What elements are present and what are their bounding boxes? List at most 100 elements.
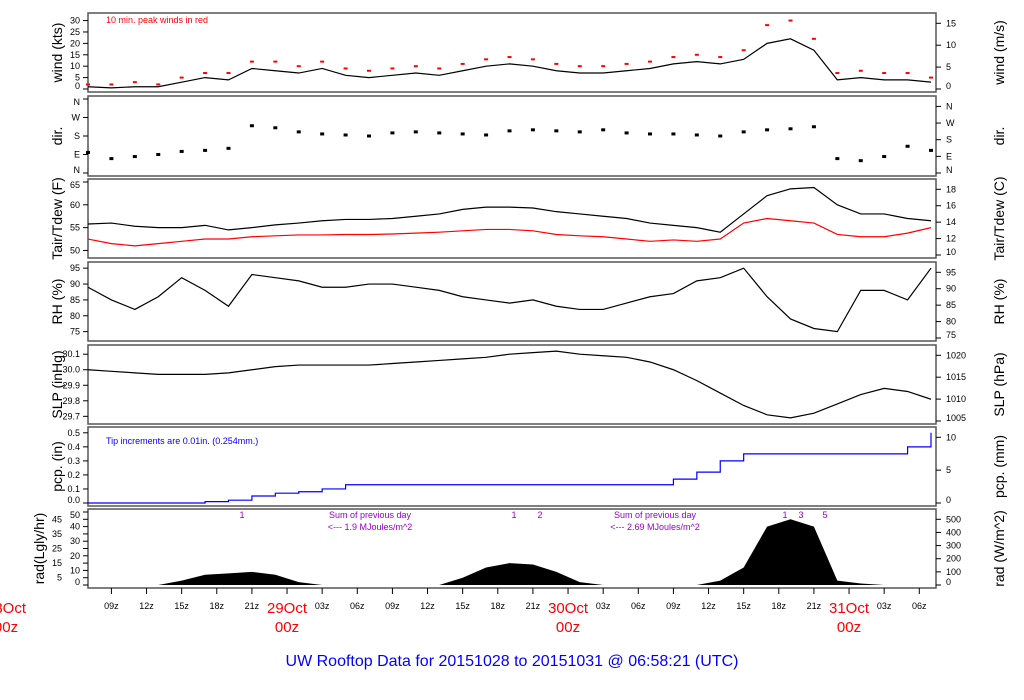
radiation-annotation: <--- 1.9 MJoules/m^2 (328, 522, 413, 532)
y-tick-label: 50 (70, 245, 80, 255)
y-tick-label: 45 (52, 514, 62, 524)
radiation-annotation: Sum of previous day (614, 510, 697, 520)
x-tick-label: 03z (877, 601, 892, 611)
peak-wind-mark (694, 53, 699, 56)
peak-note: 10 min. peak winds in red (106, 15, 208, 25)
y-tick-label: 25 (70, 27, 80, 37)
y-tick-label: 15 (52, 558, 62, 568)
direction-point (858, 159, 863, 163)
panel-frame (87, 95, 937, 177)
peak-wind-mark (905, 72, 910, 75)
direction-point (343, 133, 348, 137)
radiation-annotation: <--- 2.69 MJoules/m^2 (610, 522, 700, 532)
direction-point (132, 155, 137, 159)
y-tick-label-right: 16 (946, 201, 956, 211)
peak-wind-mark (413, 65, 418, 68)
peak-wind-mark (577, 65, 582, 68)
direction-point (788, 127, 793, 131)
direction-point (484, 133, 489, 137)
y-tick-label-right: W (946, 118, 955, 128)
y-axis-label-right: SLP (hPa) (991, 352, 1007, 416)
dewpoint-line (87, 217, 932, 247)
direction-point (320, 132, 325, 136)
y-tick-label-right: 1010 (946, 394, 966, 404)
direction-point (718, 134, 723, 138)
peak-wind-mark (437, 67, 442, 70)
radiation-annotation: 5 (822, 510, 827, 520)
y-tick-label: 30.0 (62, 365, 80, 375)
y-tick-label-right: S (946, 135, 952, 145)
x-tick-label: 06z (631, 601, 646, 611)
peak-wind-mark (390, 67, 395, 70)
rh-line (87, 267, 932, 333)
x-tick-label: 06z (350, 601, 365, 611)
y-axis-label: Tair/Tdew (F) (49, 177, 65, 259)
y-tick-label-right: 18 (946, 184, 956, 194)
peak-wind-mark (367, 69, 371, 72)
peak-wind-mark (765, 24, 770, 27)
radiation-annotation: 2 (537, 510, 542, 520)
direction-point (554, 129, 559, 133)
x-tick-label: 09z (666, 601, 681, 611)
y-tick-label-right: 1005 (946, 413, 966, 423)
day-label-date: 29Oct (267, 600, 308, 617)
y-tick-label: S (74, 131, 80, 141)
y-tick-label: W (72, 113, 81, 123)
peak-wind-mark (507, 56, 512, 59)
peak-wind-mark (835, 72, 840, 75)
peak-wind-mark (156, 83, 161, 86)
y-tick-label-right: E (946, 151, 952, 161)
peak-wind-mark (132, 81, 137, 84)
peak-wind-mark (718, 56, 723, 59)
y-tick-label: 30 (70, 16, 80, 26)
chart-title: UW Rooftop Data for 20151028 to 20151031… (286, 653, 739, 670)
direction-point (273, 126, 278, 130)
direction-point (765, 128, 770, 132)
x-tick-label: 18z (210, 601, 225, 611)
x-tick-label: 03z (315, 601, 330, 611)
y-tick-label: 80 (70, 311, 80, 321)
y-tick-label-right: 10 (946, 432, 956, 442)
y-tick-label-right: 0 (946, 495, 951, 505)
y-axis-label-right: wind (m/s) (991, 20, 1007, 86)
day-label-hour: 00z (837, 619, 861, 636)
y-tick-label-right: 10 (946, 247, 956, 257)
y-tick-label: 29.7 (62, 411, 80, 421)
direction-point (741, 130, 746, 134)
y-tick-label-right: 400 (946, 527, 961, 537)
direction-point (507, 129, 512, 133)
wind-line (87, 38, 932, 89)
peak-wind-mark (554, 62, 559, 65)
pressure-line (87, 350, 932, 419)
panel-frame (87, 261, 937, 342)
peak-wind-mark (858, 69, 863, 72)
panel-frame (87, 178, 937, 259)
direction-point (671, 132, 676, 136)
x-tick-label: 18z (491, 601, 506, 611)
y-tick-label-right: 500 (946, 514, 961, 524)
peak-wind-mark (179, 76, 184, 79)
x-tick-label: 15z (736, 601, 751, 611)
y-axis-label: RH (%) (49, 279, 65, 325)
y-tick-label-right: 100 (946, 567, 961, 577)
y-tick-label-right: 0 (946, 577, 951, 587)
y-tick-label: 5 (57, 573, 62, 583)
x-tick-label: 12z (139, 601, 154, 611)
direction-point (648, 132, 652, 136)
y-tick-label-right: 95 (946, 267, 956, 277)
y-tick-label-right: 80 (946, 317, 956, 327)
direction-point (156, 153, 161, 156)
panel-frame (87, 12, 937, 93)
panel-2: 50 55 60 65 10 12 14 16 18 Tair/Tdew (F) Tair/Tdew… (49, 176, 1007, 260)
x-tick-label: 06z (912, 601, 927, 611)
day-label-date: 28Oct (0, 600, 27, 617)
direction-point (296, 130, 301, 134)
direction-point (624, 131, 629, 135)
y-tick-label-right: 90 (946, 284, 956, 294)
y-tick-label: 10 (70, 61, 80, 71)
x-tick-label: 21z (807, 601, 822, 611)
peak-wind-mark (788, 19, 793, 22)
radiation-annotation: 1 (782, 510, 787, 520)
day-label-hour: 00z (0, 619, 18, 636)
